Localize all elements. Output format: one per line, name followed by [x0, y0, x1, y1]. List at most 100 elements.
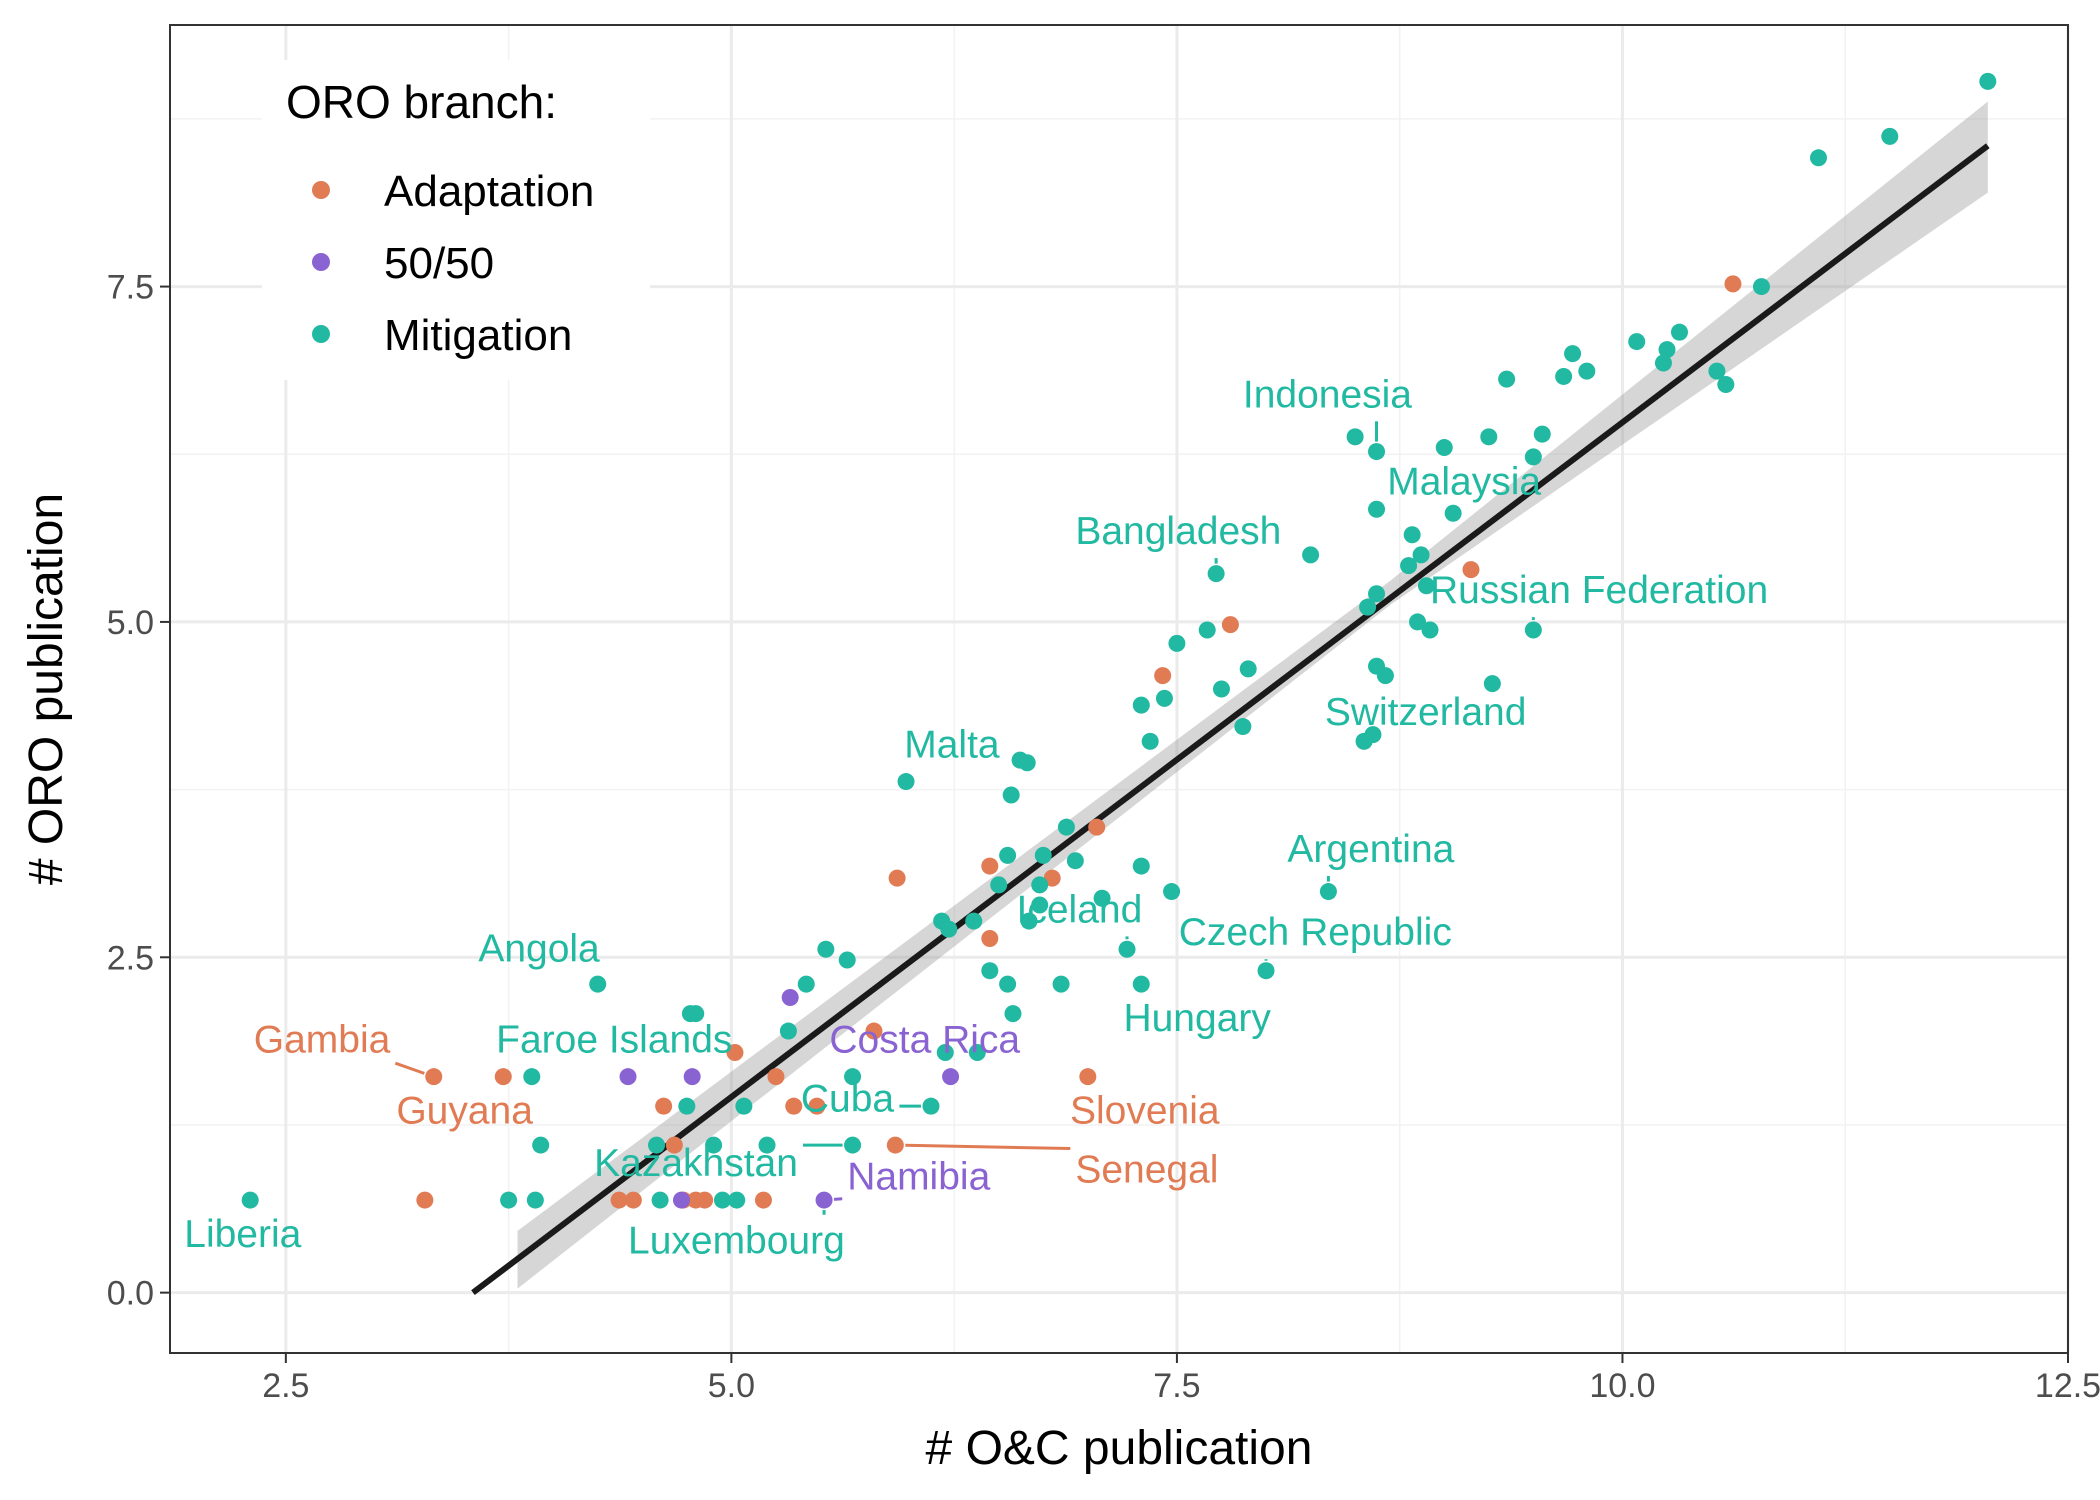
point-adaptation — [865, 1022, 883, 1040]
point-adaptation — [785, 1097, 803, 1115]
point-mitigation — [1018, 754, 1036, 772]
x-tick-label: 2.5 — [262, 1367, 309, 1405]
point-mitigation — [1052, 975, 1070, 993]
point-label: Bangladesh — [1075, 510, 1281, 553]
confidence-band — [517, 101, 1988, 1289]
point-50-50 — [672, 1191, 690, 1209]
point-label: Liberia — [184, 1213, 301, 1256]
point-mitigation — [838, 951, 856, 969]
point-label: Hungary — [1123, 997, 1271, 1040]
point-mitigation — [713, 1191, 731, 1209]
point-mitigation — [651, 1191, 669, 1209]
point-adaptation — [726, 1044, 744, 1062]
point-mitigation — [1400, 557, 1418, 575]
point-adaptation — [888, 869, 906, 887]
point-mitigation — [1257, 962, 1275, 980]
point-adaptation — [808, 1097, 826, 1115]
point-mitigation — [999, 975, 1017, 993]
point-label: Russian Federation — [1430, 569, 1768, 612]
point-adaptation — [494, 1068, 512, 1086]
point-mitigation — [1403, 526, 1421, 544]
point-mitigation — [999, 846, 1017, 864]
point-mitigation — [1376, 667, 1394, 685]
y-axis-title: # ORO publication — [20, 493, 73, 885]
point-adaptation — [696, 1191, 714, 1209]
point-mitigation — [981, 962, 999, 980]
point-adaptation — [981, 857, 999, 875]
point-mitigation — [1346, 428, 1364, 446]
point-label: Gambia — [254, 1019, 391, 1062]
point-label: Cuba — [801, 1078, 895, 1121]
point-mitigation — [1555, 367, 1573, 385]
point-mitigation — [1444, 504, 1462, 522]
legend-background — [262, 60, 650, 380]
point-adaptation — [425, 1068, 443, 1086]
point-mitigation — [844, 1068, 862, 1086]
point-mitigation — [1302, 546, 1320, 564]
point-mitigation — [1207, 565, 1225, 583]
point-mitigation — [1118, 940, 1136, 958]
y-tick-label: 0.0 — [107, 1275, 154, 1313]
legend: ORO branch: Adaptation 50/50 Mitigation — [262, 60, 650, 380]
point-50-50 — [619, 1068, 637, 1086]
point-adaptation — [665, 1136, 683, 1154]
x-tick-label: 7.5 — [1153, 1367, 1200, 1405]
point-mitigation — [1057, 818, 1075, 836]
point-mitigation — [1421, 621, 1439, 639]
point-mitigation — [936, 1044, 954, 1062]
point-mitigation — [648, 1136, 666, 1154]
point-mitigation — [523, 1068, 541, 1086]
point-mitigation — [1524, 448, 1542, 466]
point-mitigation — [1034, 846, 1052, 864]
point-mitigation — [1364, 726, 1382, 744]
point-mitigation — [1409, 613, 1427, 631]
point-mitigation — [1670, 323, 1688, 341]
y-tick-label: 7.5 — [107, 269, 154, 307]
point-mitigation — [1368, 585, 1386, 603]
legend-key-50-50 — [312, 253, 330, 271]
point-mitigation — [735, 1097, 753, 1115]
point-50-50 — [815, 1191, 833, 1209]
point-adaptation — [1043, 869, 1061, 887]
point-mitigation — [1319, 883, 1337, 901]
point-mitigation — [1979, 72, 1997, 90]
point-label: Malaysia — [1387, 460, 1541, 503]
point-mitigation — [1368, 443, 1386, 461]
point-mitigation — [1168, 634, 1186, 652]
point-mitigation — [1483, 675, 1501, 693]
point-adaptation — [610, 1191, 628, 1209]
point-mitigation — [922, 1097, 940, 1115]
point-mitigation — [1417, 577, 1435, 595]
point-mitigation — [687, 1005, 705, 1023]
point-adaptation — [767, 1068, 785, 1086]
point-label: Switzerland — [1325, 691, 1527, 734]
x-axis-title: # O&C publication — [926, 1422, 1313, 1475]
point-mitigation — [1368, 500, 1386, 518]
point-mitigation — [678, 1097, 696, 1115]
point-mitigation — [1564, 345, 1582, 363]
point-mitigation — [1234, 718, 1252, 736]
point-adaptation — [624, 1191, 642, 1209]
x-axis-ticks: 2.5 5.0 7.5 10.0 12.5 — [262, 1353, 2100, 1405]
point-mitigation — [1752, 278, 1770, 296]
point-adaptation — [1221, 616, 1239, 634]
point-label: Senegal — [1075, 1149, 1218, 1192]
point-label: Slovenia — [1070, 1090, 1220, 1133]
point-label: Costa Rica — [829, 1019, 1020, 1062]
point-adaptation — [1154, 667, 1172, 685]
point-label: Malta — [904, 723, 1000, 766]
point-adaptation — [981, 930, 999, 948]
y-axis-ticks: 0.0 2.5 5.0 7.5 — [107, 269, 170, 1313]
point-adaptation — [1462, 561, 1480, 579]
point-mitigation — [1132, 696, 1150, 714]
point-mitigation — [990, 876, 1008, 894]
point-label: Guyana — [396, 1090, 533, 1133]
point-50-50 — [781, 989, 799, 1007]
point-mitigation — [1809, 149, 1827, 167]
point-mitigation — [844, 1136, 862, 1154]
point-label: Luxembourg — [628, 1220, 845, 1263]
point-adaptation — [754, 1191, 772, 1209]
point-adaptation — [1079, 1068, 1097, 1086]
label-leader-line — [833, 1197, 843, 1201]
